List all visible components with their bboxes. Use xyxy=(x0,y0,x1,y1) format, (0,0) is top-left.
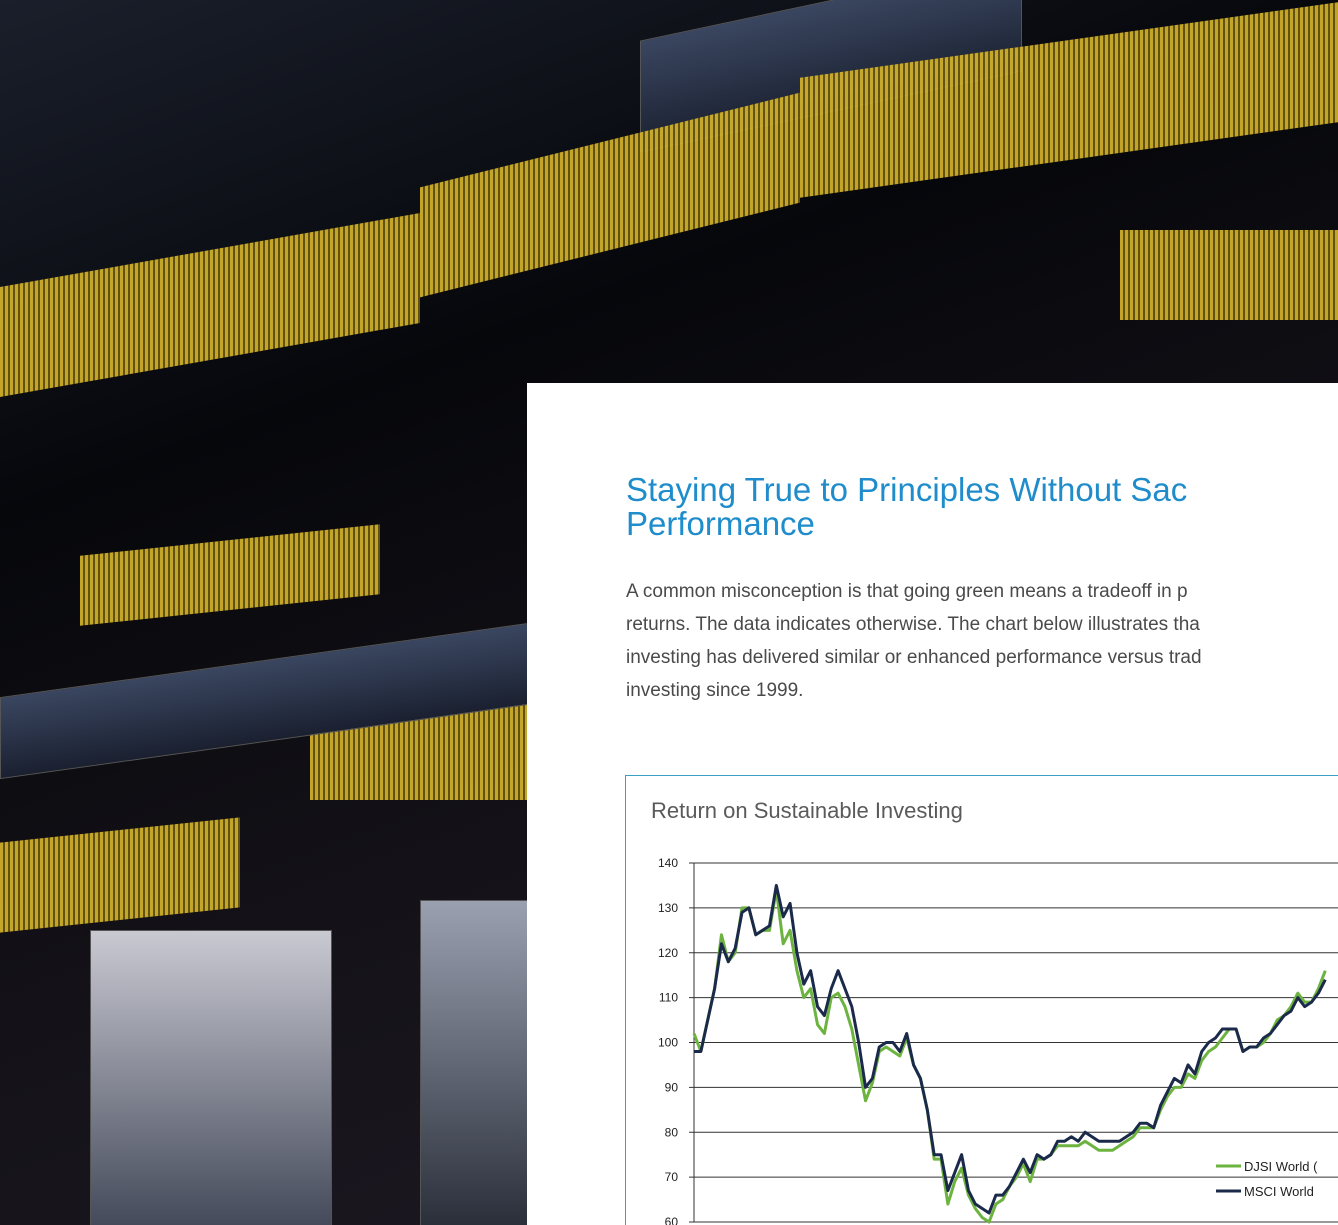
chart-title: Return on Sustainable Investing xyxy=(651,798,963,823)
y-tick-label: 110 xyxy=(659,991,678,1005)
y-tick-label: 120 xyxy=(658,946,678,960)
page: {"heading":{"line1":"Staying True to Pri… xyxy=(0,0,1338,1225)
chart: Return on Sustainable Investing 60 70 80 90… xyxy=(626,776,1338,1225)
body-line: investing since 1999. xyxy=(626,674,1202,707)
y-tick-label: 100 xyxy=(658,1036,678,1050)
y-tick-label: 130 xyxy=(658,901,678,915)
series-line xyxy=(694,890,1325,1222)
legend-label: MSCI World xyxy=(1244,1184,1314,1199)
body-line: investing has delivered similar or enhan… xyxy=(626,641,1202,674)
y-tick-label: 60 xyxy=(665,1215,679,1225)
y-tick-label: 70 xyxy=(665,1170,679,1184)
body-line: returns. The data indicates otherwise. T… xyxy=(626,608,1202,641)
heading-line: Performance xyxy=(626,507,1187,541)
y-tick-label: 80 xyxy=(665,1125,679,1139)
heading: Staying True to Principles Without Sac P… xyxy=(626,473,1187,541)
body-text: A common misconception is that going gre… xyxy=(626,575,1202,707)
chart-card: Return on Sustainable Investing 60 70 80 90… xyxy=(625,775,1338,1225)
legend-label: DJSI World ( xyxy=(1244,1159,1318,1174)
content-panel: Staying True to Principles Without Sac P… xyxy=(527,383,1338,1225)
y-tick-label: 90 xyxy=(665,1080,679,1094)
y-tick-label: 140 xyxy=(658,856,678,870)
body-line: A common misconception is that going gre… xyxy=(626,575,1202,608)
heading-line: Staying True to Principles Without Sac xyxy=(626,473,1187,507)
